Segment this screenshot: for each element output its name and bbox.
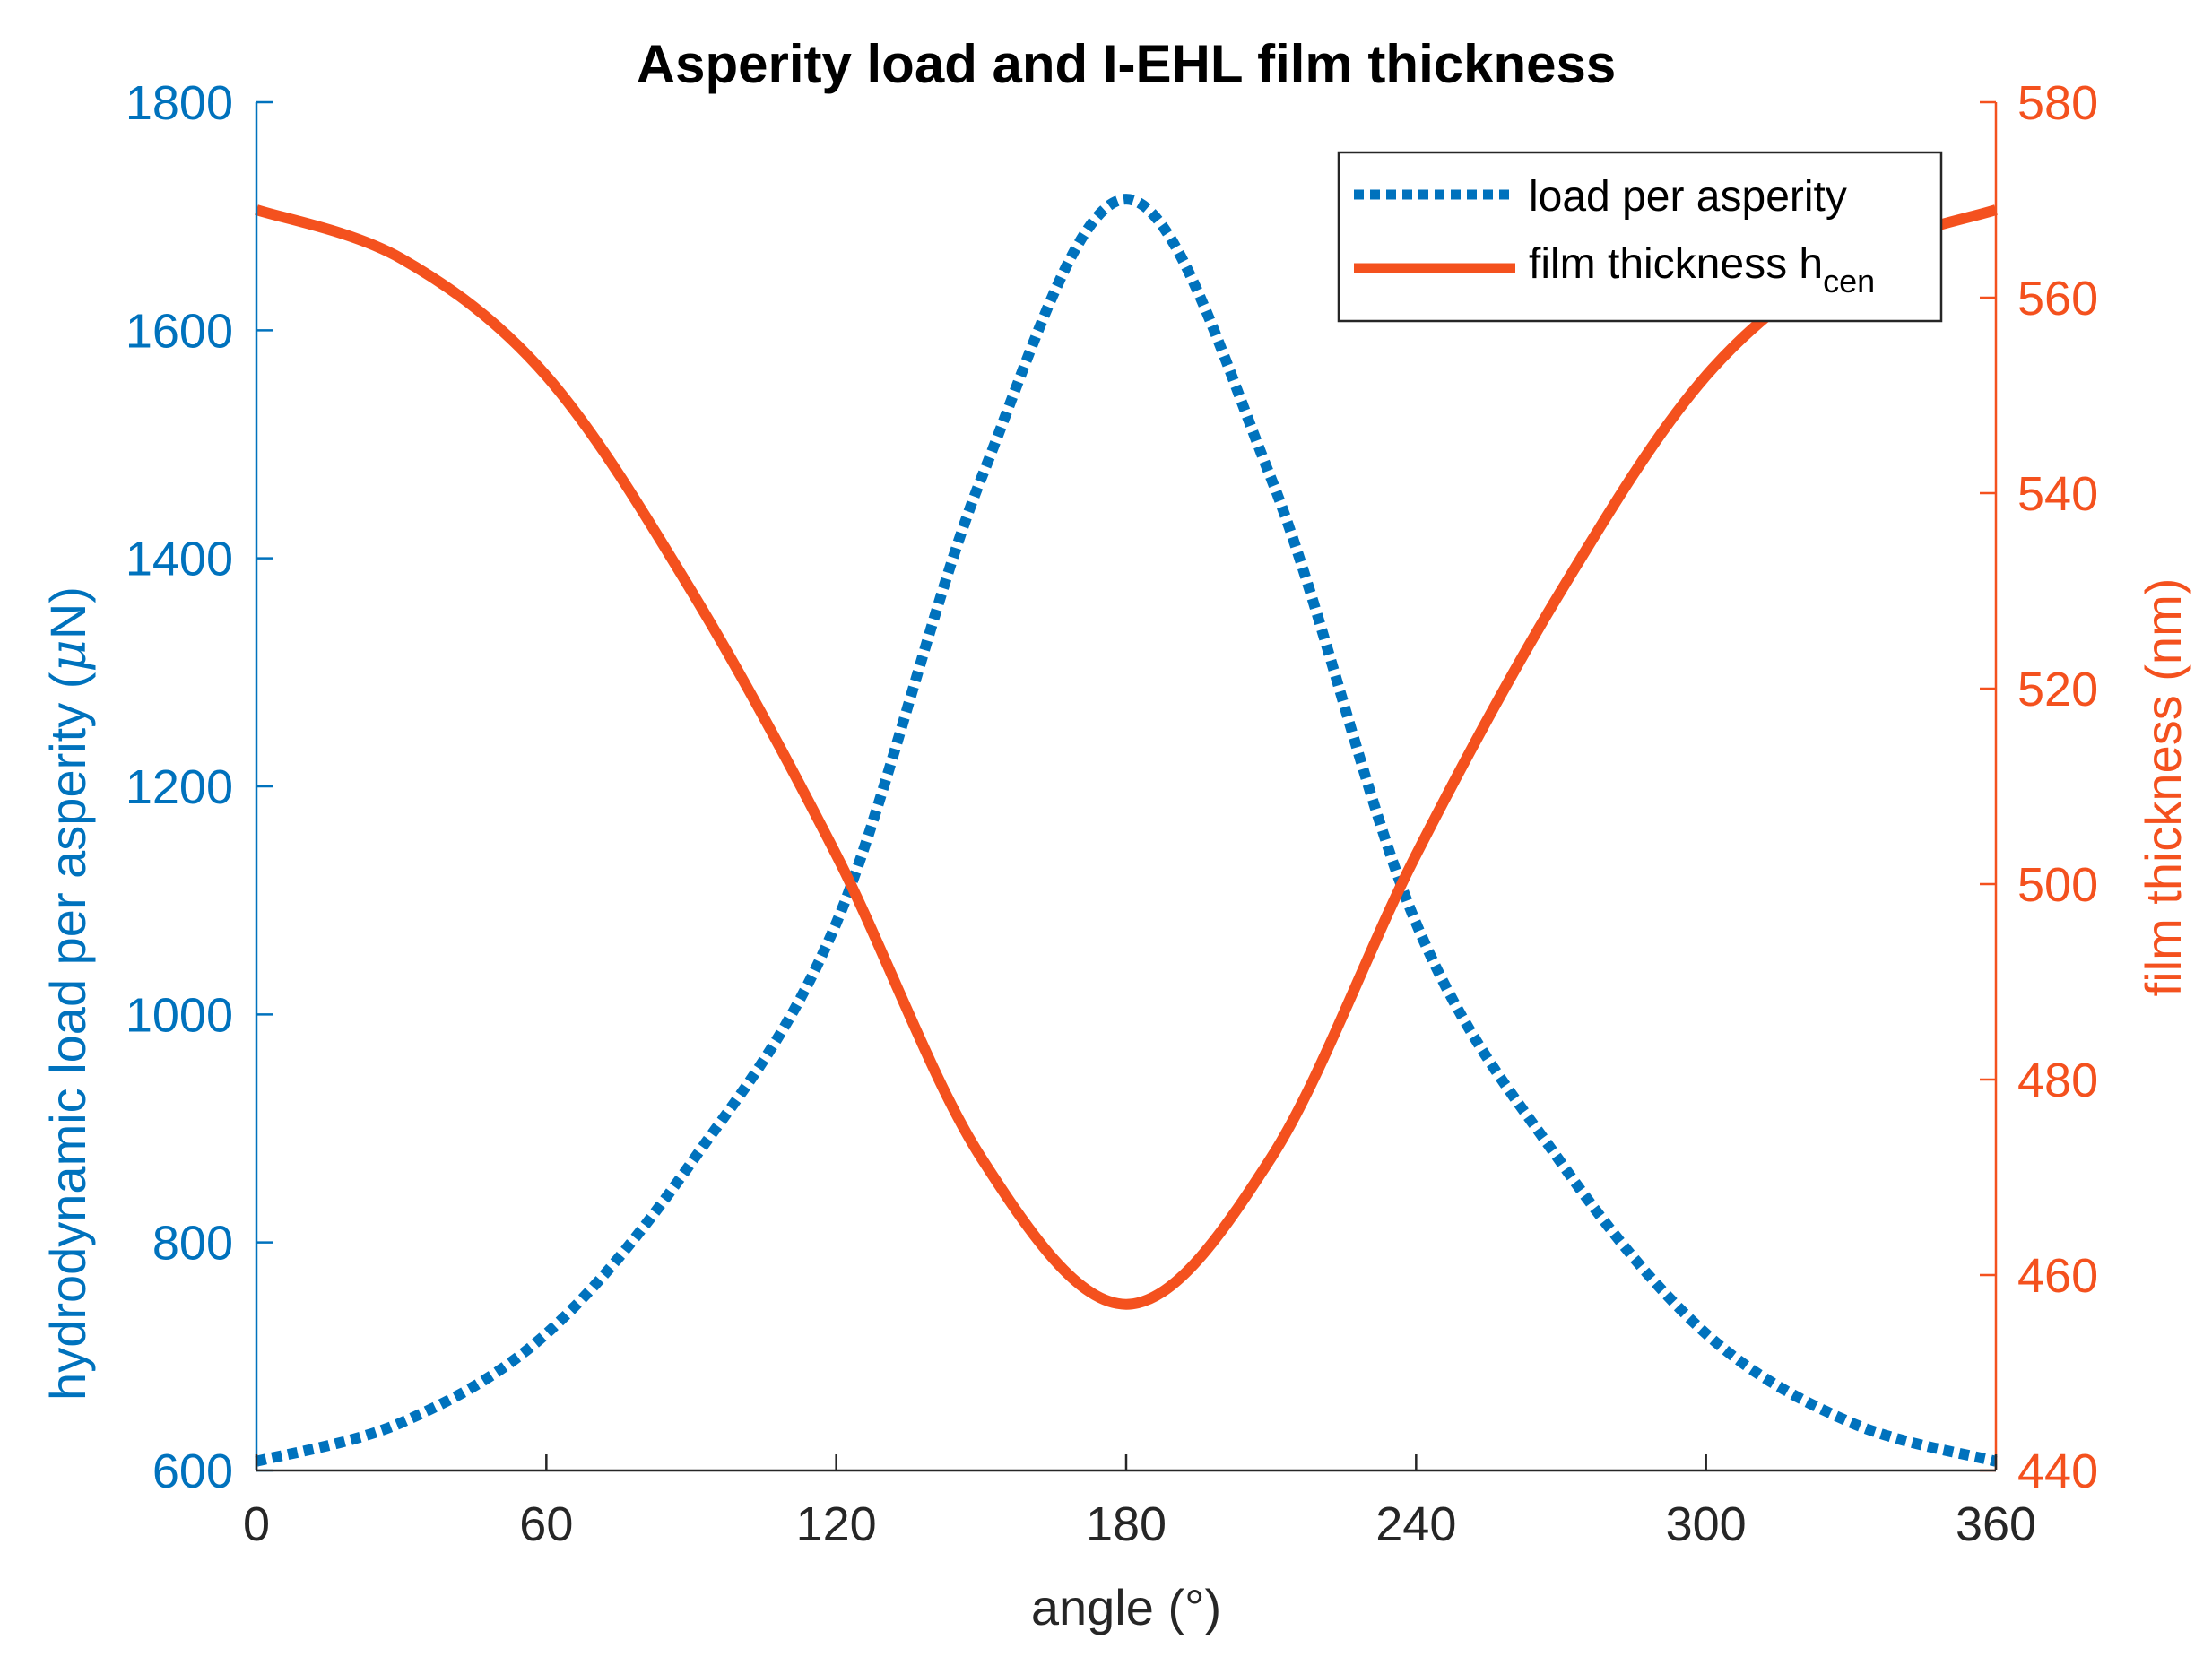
x-tick-label: 0 <box>243 1497 270 1551</box>
right-y-axis-label: film thickness (nm) <box>2135 578 2191 997</box>
right-tick-label: 440 <box>2017 1444 2098 1498</box>
left-y-axis: 600 800 1000 1200 1400 1600 1800 <box>126 76 273 1498</box>
right-tick-label: 540 <box>2017 467 2098 521</box>
right-y-axis: 440 460 480 500 520 540 560 580 <box>1980 76 2098 1498</box>
legend-box <box>1337 151 1943 323</box>
x-tick-label: 240 <box>1375 1497 1456 1551</box>
plot-area <box>255 194 1998 1467</box>
left-tick-label: 800 <box>152 1217 233 1271</box>
right-tick-label: 500 <box>2017 858 2098 912</box>
left-tick-label: 600 <box>152 1444 233 1498</box>
left-tick-label: 1400 <box>126 533 233 586</box>
right-tick-label: 520 <box>2017 663 2098 716</box>
legend-label-film: film thickness hcen <box>1529 240 1875 299</box>
right-tick-label: 480 <box>2017 1054 2098 1107</box>
x-tick-label: 60 <box>519 1497 573 1551</box>
left-y-axis-label-end: N) <box>39 586 96 639</box>
legend-label-film-sub: cen <box>1823 263 1875 299</box>
chart-title: Asperity load and I-EHL film thickness <box>637 34 1616 94</box>
left-tick-label: 1000 <box>126 988 233 1042</box>
x-axis: 0 60 120 180 240 300 360 <box>243 1454 2036 1551</box>
legend-label-load: load per asperity <box>1529 173 1847 221</box>
left-tick-label: 1200 <box>126 760 233 814</box>
x-tick-label: 180 <box>1086 1497 1167 1551</box>
x-tick-label: 120 <box>796 1497 877 1551</box>
left-y-axis-label-main: hydrodynamic load per asperity ( <box>39 672 96 1401</box>
x-axis-label: angle (°) <box>1031 1579 1221 1635</box>
x-tick-label: 360 <box>1956 1497 2036 1551</box>
legend: load per asperity film thickness hcen <box>1337 151 1943 323</box>
x-tick-label: 300 <box>1666 1497 1747 1551</box>
series-line-load-per-asperity <box>255 194 1998 1467</box>
right-tick-label: 560 <box>2017 272 2098 325</box>
right-tick-label: 460 <box>2017 1249 2098 1303</box>
left-y-axis-label-mu: μ <box>39 639 98 672</box>
legend-label-film-main: film thickness h <box>1529 240 1823 288</box>
left-y-axis-label: hydrodynamic load per asperity (μN) <box>39 586 98 1401</box>
series-line-film-thickness <box>255 204 1998 1310</box>
left-tick-label: 1800 <box>126 76 233 130</box>
right-tick-label: 580 <box>2017 76 2098 130</box>
left-tick-label: 1600 <box>126 304 233 358</box>
